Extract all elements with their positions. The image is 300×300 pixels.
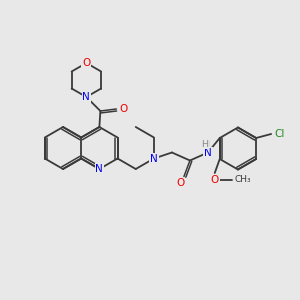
Text: N: N	[204, 148, 212, 158]
Text: Cl: Cl	[274, 129, 284, 139]
Text: N: N	[95, 164, 103, 174]
Text: CH₃: CH₃	[235, 176, 251, 184]
Text: N: N	[82, 92, 90, 102]
Text: O: O	[211, 175, 219, 185]
Text: O: O	[82, 58, 91, 68]
Text: H: H	[202, 140, 209, 149]
Text: H: H	[201, 140, 208, 149]
Text: O: O	[119, 104, 128, 114]
Text: N: N	[150, 154, 158, 164]
Text: N: N	[204, 148, 212, 158]
Text: O: O	[177, 178, 185, 188]
